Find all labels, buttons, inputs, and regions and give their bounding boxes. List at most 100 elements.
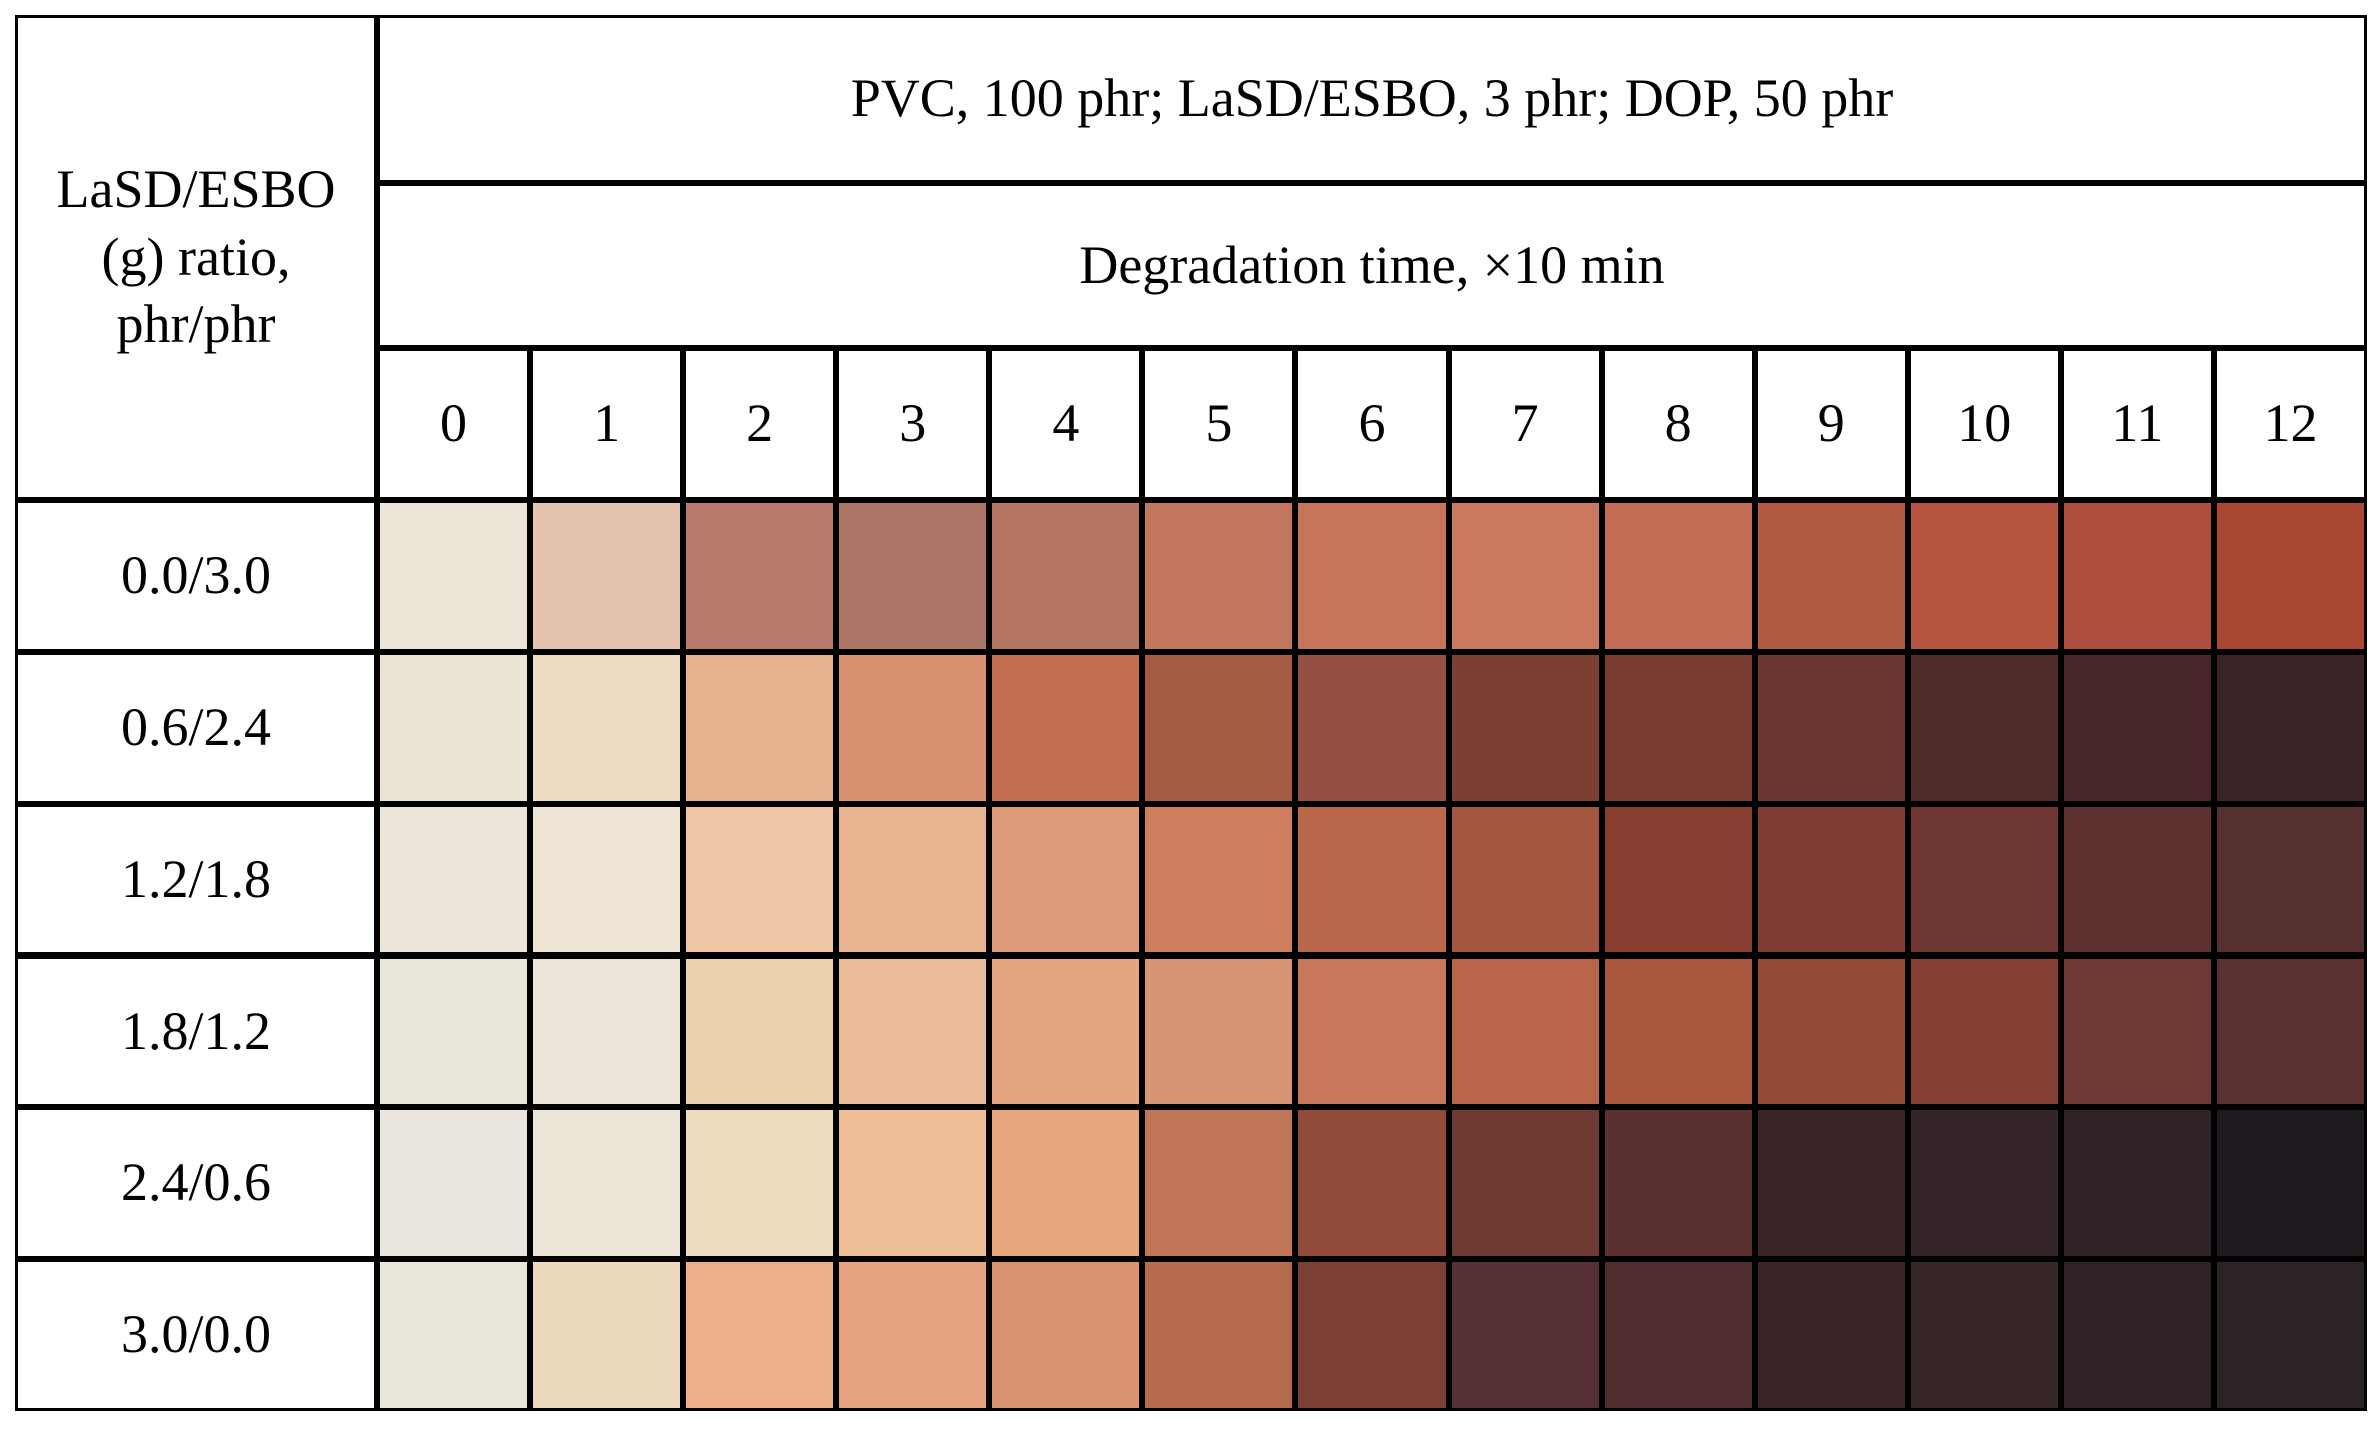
swatch (686, 503, 834, 649)
swatch (1145, 958, 1293, 1105)
swatch (839, 1110, 987, 1257)
swatch (992, 654, 1140, 801)
swatch (2063, 1110, 2211, 1257)
swatch (992, 1262, 1140, 1408)
swatch (1451, 806, 1599, 953)
time-label: 4 (992, 351, 1140, 497)
swatch (1298, 806, 1446, 953)
swatch (380, 503, 528, 649)
swatch (1910, 503, 2058, 649)
row-label: 0.6/2.4 (18, 654, 374, 801)
corner-header: LaSD/ESBO (g) ratio, phr/phr (18, 18, 374, 497)
swatch (1910, 1262, 2058, 1408)
swatch (992, 503, 1140, 649)
swatch (1451, 958, 1599, 1105)
swatch (2063, 654, 2211, 801)
swatch (1298, 958, 1446, 1105)
swatch (1451, 1262, 1599, 1408)
swatch (1451, 1110, 1599, 1257)
swatch (1757, 806, 1905, 953)
row-label: 0.0/3.0 (18, 503, 374, 649)
swatch (380, 654, 528, 801)
time-label: 6 (1298, 351, 1446, 497)
swatch (1604, 654, 1752, 801)
swatch (1757, 654, 1905, 801)
swatch (2216, 503, 2364, 649)
swatch (380, 958, 528, 1105)
swatch (2063, 503, 2211, 649)
swatch (533, 806, 681, 953)
swatch (380, 1110, 528, 1257)
swatch (686, 958, 834, 1105)
swatch (839, 503, 987, 649)
swatch (1145, 806, 1293, 953)
row-label: 3.0/0.0 (18, 1262, 374, 1408)
swatch (1910, 958, 2058, 1105)
swatch (533, 654, 681, 801)
swatch (1298, 1110, 1446, 1257)
time-label: 5 (1145, 351, 1293, 497)
swatch (1604, 1110, 1752, 1257)
swatch (839, 654, 987, 801)
time-label: 1 (533, 351, 681, 497)
swatch (2216, 1110, 2364, 1257)
swatch (839, 806, 987, 953)
swatch (1910, 806, 2058, 953)
swatch (1145, 654, 1293, 801)
swatch (2216, 654, 2364, 801)
swatch (686, 1262, 834, 1408)
time-label: 2 (686, 351, 834, 497)
swatch (1910, 654, 2058, 801)
swatch (839, 1262, 987, 1408)
swatch (1757, 958, 1905, 1105)
swatch (1451, 503, 1599, 649)
swatch (992, 806, 1140, 953)
swatch (1757, 1262, 1905, 1408)
swatch (839, 958, 987, 1105)
time-header: Degradation time, ×10 min (380, 186, 2364, 345)
swatch (1298, 503, 1446, 649)
time-label: 11 (2063, 351, 2211, 497)
swatch (992, 958, 1140, 1105)
swatch (2216, 1262, 2364, 1408)
swatch (1910, 1110, 2058, 1257)
swatch (533, 1110, 681, 1257)
swatch (1757, 1110, 1905, 1257)
swatch (1604, 503, 1752, 649)
swatch (1451, 654, 1599, 801)
swatch (1145, 1110, 1293, 1257)
row-label: 1.8/1.2 (18, 958, 374, 1105)
time-label: 7 (1451, 351, 1599, 497)
time-label: 3 (839, 351, 987, 497)
swatch (2063, 1262, 2211, 1408)
swatch (686, 654, 834, 801)
swatch (380, 1262, 528, 1408)
swatch (1604, 958, 1752, 1105)
time-label: 0 (380, 351, 528, 497)
swatch (2216, 958, 2364, 1105)
time-label: 9 (1757, 351, 1905, 497)
swatch (686, 1110, 834, 1257)
time-label: 10 (1910, 351, 2058, 497)
swatch (533, 503, 681, 649)
swatch (2216, 806, 2364, 953)
swatch (1757, 503, 1905, 649)
swatch (2063, 806, 2211, 953)
swatch (380, 806, 528, 953)
swatch (533, 1262, 681, 1408)
time-label: 12 (2216, 351, 2364, 497)
time-label: 8 (1604, 351, 1752, 497)
swatch (992, 1110, 1140, 1257)
swatch (1145, 1262, 1293, 1408)
swatch (533, 958, 681, 1105)
color-table: LaSD/ESBO (g) ratio, phr/phr PVC, 100 phr… (15, 15, 2367, 1411)
swatch (686, 806, 834, 953)
formulation-header: PVC, 100 phr; LaSD/ESBO, 3 phr; DOP, 50 … (380, 18, 2364, 180)
row-label: 2.4/0.6 (18, 1110, 374, 1257)
swatch (1298, 654, 1446, 801)
swatch (1145, 503, 1293, 649)
swatch (2063, 958, 2211, 1105)
swatch (1298, 1262, 1446, 1408)
swatch (1604, 1262, 1752, 1408)
